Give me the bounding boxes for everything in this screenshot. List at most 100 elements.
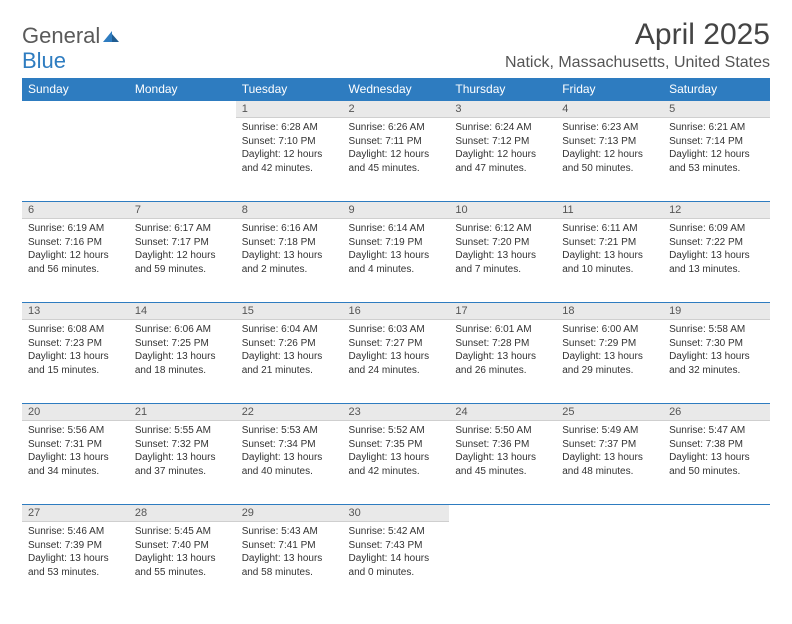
- sunrise-line: Sunrise: 6:09 AM: [669, 222, 764, 236]
- daylight-line: Daylight: 12 hours and 45 minutes.: [349, 148, 444, 175]
- sunset-line: Sunset: 7:21 PM: [562, 236, 657, 250]
- header: GeneralBlue April 2025 Natick, Massachus…: [22, 18, 770, 72]
- empty-day-cell: [556, 522, 663, 606]
- sunrise-line: Sunrise: 5:42 AM: [349, 525, 444, 539]
- day-number: 22: [236, 404, 343, 421]
- day-number: 30: [343, 505, 450, 522]
- daylight-line: Daylight: 13 hours and 50 minutes.: [669, 451, 764, 478]
- day-cell: Sunrise: 6:03 AMSunset: 7:27 PMDaylight:…: [343, 320, 450, 404]
- sunrise-line: Sunrise: 5:45 AM: [135, 525, 230, 539]
- day-cell: Sunrise: 5:47 AMSunset: 7:38 PMDaylight:…: [663, 421, 770, 505]
- day-cell: Sunrise: 6:06 AMSunset: 7:25 PMDaylight:…: [129, 320, 236, 404]
- sunrise-line: Sunrise: 6:00 AM: [562, 323, 657, 337]
- sunset-line: Sunset: 7:31 PM: [28, 438, 123, 452]
- daylight-line: Daylight: 13 hours and 15 minutes.: [28, 350, 123, 377]
- daylight-line: Daylight: 12 hours and 42 minutes.: [242, 148, 337, 175]
- empty-day-number: [129, 101, 236, 118]
- day-content-row: Sunrise: 5:46 AMSunset: 7:39 PMDaylight:…: [22, 522, 770, 606]
- daylight-line: Daylight: 13 hours and 42 minutes.: [349, 451, 444, 478]
- sunrise-line: Sunrise: 6:19 AM: [28, 222, 123, 236]
- daylight-line: Daylight: 13 hours and 34 minutes.: [28, 451, 123, 478]
- day-number: 23: [343, 404, 450, 421]
- daylight-line: Daylight: 13 hours and 32 minutes.: [669, 350, 764, 377]
- day-content-row: Sunrise: 5:56 AMSunset: 7:31 PMDaylight:…: [22, 421, 770, 505]
- logo-text-2: Blue: [22, 48, 66, 73]
- day-header: Saturday: [663, 78, 770, 101]
- logo-icon: [103, 24, 121, 47]
- sunrise-line: Sunrise: 6:26 AM: [349, 121, 444, 135]
- location: Natick, Massachusetts, United States: [505, 54, 770, 72]
- daylight-line: Daylight: 13 hours and 40 minutes.: [242, 451, 337, 478]
- sunset-line: Sunset: 7:25 PM: [135, 337, 230, 351]
- empty-day-number: [556, 505, 663, 522]
- sunset-line: Sunset: 7:13 PM: [562, 135, 657, 149]
- empty-day-cell: [449, 522, 556, 606]
- day-number: 14: [129, 303, 236, 320]
- day-number-row: 20212223242526: [22, 404, 770, 421]
- day-cell: Sunrise: 6:00 AMSunset: 7:29 PMDaylight:…: [556, 320, 663, 404]
- daylight-line: Daylight: 12 hours and 59 minutes.: [135, 249, 230, 276]
- sunset-line: Sunset: 7:14 PM: [669, 135, 764, 149]
- sunrise-line: Sunrise: 6:14 AM: [349, 222, 444, 236]
- day-cell: Sunrise: 5:58 AMSunset: 7:30 PMDaylight:…: [663, 320, 770, 404]
- day-cell: Sunrise: 6:16 AMSunset: 7:18 PMDaylight:…: [236, 219, 343, 303]
- day-header: Wednesday: [343, 78, 450, 101]
- daylight-line: Daylight: 14 hours and 0 minutes.: [349, 552, 444, 579]
- day-number: 28: [129, 505, 236, 522]
- daylight-line: Daylight: 13 hours and 26 minutes.: [455, 350, 550, 377]
- calendar-table: SundayMondayTuesdayWednesdayThursdayFrid…: [22, 78, 770, 606]
- day-number: 8: [236, 202, 343, 219]
- day-number: 9: [343, 202, 450, 219]
- day-cell: Sunrise: 6:14 AMSunset: 7:19 PMDaylight:…: [343, 219, 450, 303]
- day-cell: Sunrise: 5:45 AMSunset: 7:40 PMDaylight:…: [129, 522, 236, 606]
- empty-day-number: [663, 505, 770, 522]
- day-cell: Sunrise: 6:21 AMSunset: 7:14 PMDaylight:…: [663, 118, 770, 202]
- daylight-line: Daylight: 13 hours and 10 minutes.: [562, 249, 657, 276]
- empty-day-cell: [663, 522, 770, 606]
- sunrise-line: Sunrise: 6:04 AM: [242, 323, 337, 337]
- sunset-line: Sunset: 7:41 PM: [242, 539, 337, 553]
- day-cell: Sunrise: 6:28 AMSunset: 7:10 PMDaylight:…: [236, 118, 343, 202]
- daylight-line: Daylight: 13 hours and 37 minutes.: [135, 451, 230, 478]
- day-number: 4: [556, 101, 663, 118]
- day-number: 12: [663, 202, 770, 219]
- day-number: 29: [236, 505, 343, 522]
- day-header-row: SundayMondayTuesdayWednesdayThursdayFrid…: [22, 78, 770, 101]
- daylight-line: Daylight: 12 hours and 50 minutes.: [562, 148, 657, 175]
- day-number: 10: [449, 202, 556, 219]
- day-cell: Sunrise: 6:08 AMSunset: 7:23 PMDaylight:…: [22, 320, 129, 404]
- day-number-row: 13141516171819: [22, 303, 770, 320]
- day-number: 20: [22, 404, 129, 421]
- day-number-row: 27282930: [22, 505, 770, 522]
- day-cell: Sunrise: 6:12 AMSunset: 7:20 PMDaylight:…: [449, 219, 556, 303]
- day-cell: Sunrise: 6:04 AMSunset: 7:26 PMDaylight:…: [236, 320, 343, 404]
- day-number: 27: [22, 505, 129, 522]
- sunrise-line: Sunrise: 6:16 AM: [242, 222, 337, 236]
- day-cell: Sunrise: 5:55 AMSunset: 7:32 PMDaylight:…: [129, 421, 236, 505]
- day-number: 25: [556, 404, 663, 421]
- daylight-line: Daylight: 13 hours and 13 minutes.: [669, 249, 764, 276]
- sunset-line: Sunset: 7:19 PM: [349, 236, 444, 250]
- daylight-line: Daylight: 13 hours and 48 minutes.: [562, 451, 657, 478]
- day-cell: Sunrise: 5:46 AMSunset: 7:39 PMDaylight:…: [22, 522, 129, 606]
- day-cell: Sunrise: 6:19 AMSunset: 7:16 PMDaylight:…: [22, 219, 129, 303]
- day-number: 7: [129, 202, 236, 219]
- day-number: 3: [449, 101, 556, 118]
- day-number: 19: [663, 303, 770, 320]
- daylight-line: Daylight: 13 hours and 45 minutes.: [455, 451, 550, 478]
- sunset-line: Sunset: 7:35 PM: [349, 438, 444, 452]
- day-number: 13: [22, 303, 129, 320]
- day-number: 26: [663, 404, 770, 421]
- daylight-line: Daylight: 13 hours and 21 minutes.: [242, 350, 337, 377]
- sunrise-line: Sunrise: 6:21 AM: [669, 121, 764, 135]
- day-number: 17: [449, 303, 556, 320]
- empty-day-number: [449, 505, 556, 522]
- sunset-line: Sunset: 7:30 PM: [669, 337, 764, 351]
- daylight-line: Daylight: 12 hours and 47 minutes.: [455, 148, 550, 175]
- sunrise-line: Sunrise: 5:47 AM: [669, 424, 764, 438]
- day-cell: Sunrise: 6:26 AMSunset: 7:11 PMDaylight:…: [343, 118, 450, 202]
- calendar-body: 12345Sunrise: 6:28 AMSunset: 7:10 PMDayl…: [22, 101, 770, 606]
- day-cell: Sunrise: 5:49 AMSunset: 7:37 PMDaylight:…: [556, 421, 663, 505]
- day-number-row: 6789101112: [22, 202, 770, 219]
- sunrise-line: Sunrise: 5:49 AM: [562, 424, 657, 438]
